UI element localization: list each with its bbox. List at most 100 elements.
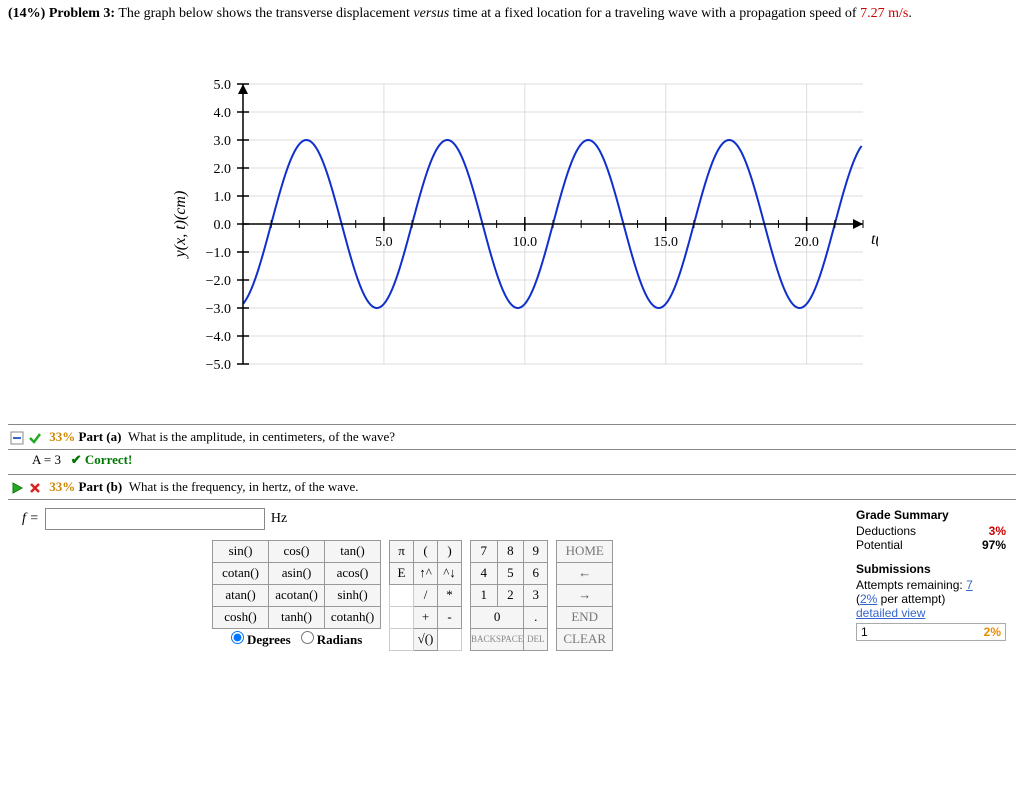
key-→[interactable]: → [557,584,613,606]
problem-text-2: time at a fixed location for a traveling… [449,6,860,21]
key-8[interactable]: 8 [497,540,524,562]
summary-title: Grade Summary [856,508,1006,522]
key-[interactable]: ( [414,540,438,562]
key-0[interactable]: 0 [471,606,524,628]
potential-value: 97% [982,538,1006,552]
key-asin[interactable]: asin() [269,562,325,584]
key-sinh[interactable]: sinh() [325,584,381,606]
degrees-radio[interactable]: Degrees [231,632,291,647]
deductions-value: 3% [989,524,1006,538]
svg-text:−2.0: −2.0 [206,274,231,289]
part-b-label: Part (b) [79,479,123,494]
key-tan[interactable]: tan() [325,540,381,562]
attempt-number: 1 [861,625,868,639]
key-←[interactable]: ← [557,562,613,584]
key-acos[interactable]: acos() [325,562,381,584]
key-backspace[interactable]: BACKSPACE [471,628,524,650]
chart-svg: −5.0−4.0−3.0−2.0−1.00.01.02.03.04.05.05.… [158,54,878,394]
attempt-percent: 2% [984,625,1001,639]
key-4[interactable]: 4 [471,562,498,584]
key-home[interactable]: HOME [557,540,613,562]
answer-input[interactable] [45,508,265,530]
key-del[interactable]: DEL [524,628,548,650]
nav-keypad: HOME←→ENDCLEAR [556,540,613,651]
attempts-label: Attempts remaining: [856,578,963,592]
key-cotanh[interactable]: cotanh() [325,606,381,628]
svg-text:5.0: 5.0 [375,235,393,250]
svg-text:1.0: 1.0 [214,190,232,205]
svg-text:−4.0: −4.0 [206,330,231,345]
part-a-header: 33% Part (a) What is the amplitude, in c… [8,424,1016,450]
key-/[interactable]: / [414,584,438,606]
problem-weight: (14%) [8,6,45,21]
svg-text:t(s): t(s) [871,231,878,248]
check-icon [28,431,42,445]
part-b-question: What is the frequency, in hertz, of the … [129,479,359,494]
key-dot[interactable]: . [524,606,548,628]
wave-chart: −5.0−4.0−3.0−2.0−1.00.01.02.03.04.05.05.… [8,34,1016,424]
key-*[interactable]: * [438,584,462,606]
key-cosh[interactable]: cosh() [213,606,269,628]
svg-text:2.0: 2.0 [214,162,232,177]
key-π[interactable]: π [390,540,414,562]
key-9[interactable]: 9 [524,540,548,562]
key-blank [390,584,414,606]
collapse-icon[interactable] [10,431,24,445]
wrong-icon [28,481,42,495]
problem-header: (14%) Problem 3: The graph below shows t… [8,4,1016,24]
part-a-question: What is the amplitude, in centimeters, o… [128,429,395,444]
answer-equation: f = Hz [22,508,613,530]
key-[interactable]: ) [438,540,462,562]
part-a-answer: A = 3 ✔ Correct! [8,450,1016,474]
problem-speed: 7.27 m/s [860,6,908,21]
key-5[interactable]: 5 [497,562,524,584]
key-7[interactable]: 7 [471,540,498,562]
key-acotan[interactable]: acotan() [269,584,325,606]
key-3[interactable]: 3 [524,584,548,606]
answer-unit: Hz [271,511,287,527]
part-b-percent: 33% [49,479,75,494]
svg-text:20.0: 20.0 [794,235,819,250]
keypad: sin()cos()tan() cotan()asin()acos() atan()… [212,540,613,651]
key-cos[interactable]: cos() [269,540,325,562]
problem-period: . [908,6,912,21]
attempt-row: 1 2% [856,623,1006,641]
part-a-label: Part (a) [79,429,122,444]
key--[interactable]: - [438,606,462,628]
problem-versus: versus [413,6,449,21]
radians-radio[interactable]: Radians [301,632,363,647]
per-attempt-pct[interactable]: 2% [860,592,877,606]
key-blank [390,606,414,628]
key-√[interactable]: √() [414,628,438,650]
key-blank [438,628,462,650]
answer-var: f = [22,511,39,527]
key-atan[interactable]: atan() [213,584,269,606]
key-cotan[interactable]: cotan() [213,562,269,584]
key-e[interactable]: E [390,562,414,584]
key-↑^[interactable]: ↑^ [414,562,438,584]
svg-text:−1.0: −1.0 [206,246,231,261]
key-+[interactable]: + [414,606,438,628]
part-a-correct: ✔ Correct! [71,452,133,467]
svg-text:5.0: 5.0 [214,78,232,93]
svg-text:0.0: 0.0 [214,218,232,233]
grade-summary: Grade Summary Deductions3% Potential97% … [856,508,1006,641]
key-2[interactable]: 2 [497,584,524,606]
key-tanh[interactable]: tanh() [269,606,325,628]
key-end[interactable]: END [557,606,613,628]
key-6[interactable]: 6 [524,562,548,584]
function-keypad: sin()cos()tan() cotan()asin()acos() atan()… [212,540,381,651]
symbol-keypad: π() E↑^^↓/*+-√() [389,540,462,651]
number-keypad: 789 456 1230.BACKSPACEDEL [470,540,548,651]
key-clear[interactable]: CLEAR [557,628,613,650]
key-1[interactable]: 1 [471,584,498,606]
part-a-percent: 33% [49,429,75,444]
potential-label: Potential [856,538,903,552]
attempts-value[interactable]: 7 [966,578,973,592]
play-icon[interactable] [10,481,24,495]
problem-text-1: The graph below shows the transverse dis… [118,6,413,21]
detailed-view-link[interactable]: detailed view [856,606,1006,620]
key-sin[interactable]: sin() [213,540,269,562]
problem-label: Problem 3: [49,6,115,21]
key-^↓[interactable]: ^↓ [438,562,462,584]
